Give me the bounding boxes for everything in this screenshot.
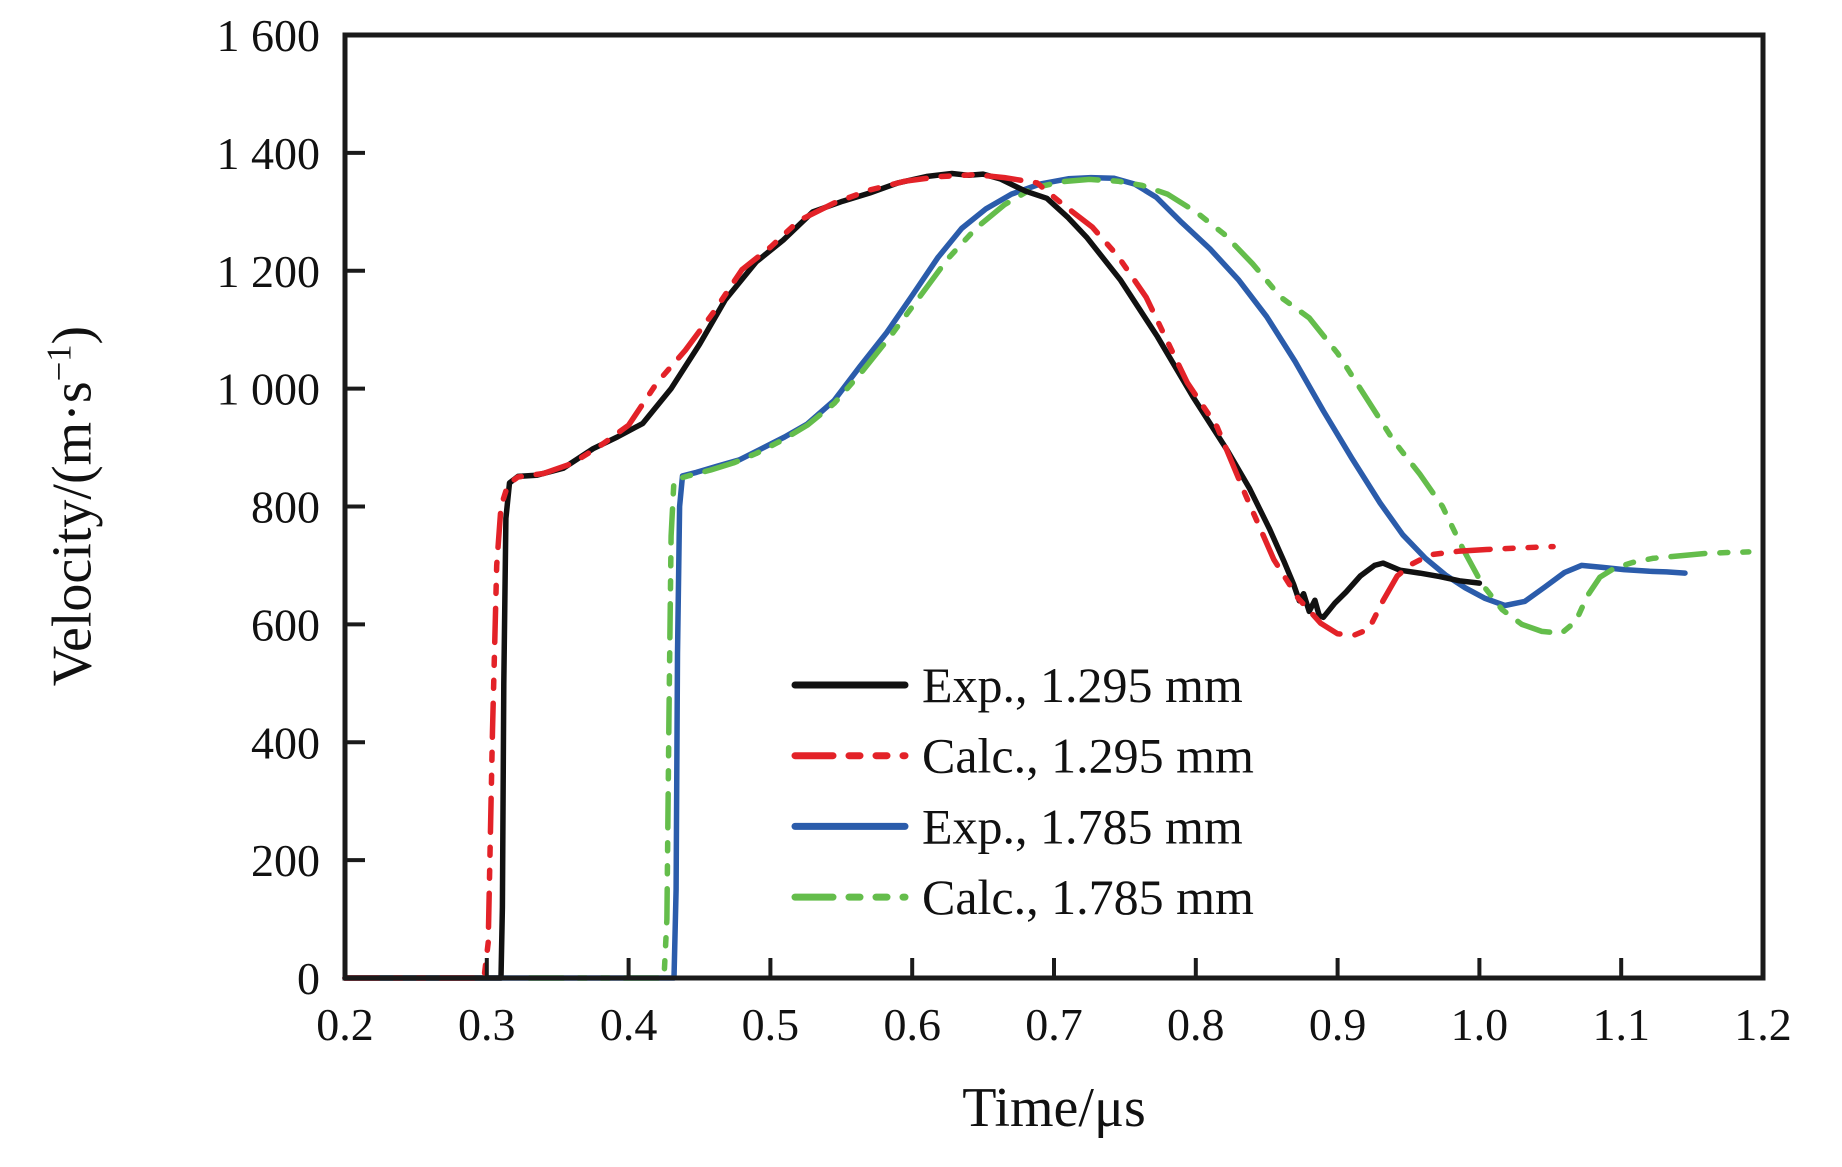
x-tick-label: 1.0 [1451,999,1509,1050]
y-tick-label: 1 200 [217,246,321,297]
y-tick-label: 1 000 [217,364,321,415]
y-tick-label: 400 [251,717,320,768]
y-tick-label: 200 [251,835,320,886]
y-axis-title-close: ) [41,325,104,345]
y-tick-label: 600 [251,599,320,650]
x-tick-label: 0.5 [742,999,800,1050]
x-tick-label: 1.1 [1592,999,1650,1050]
x-tick-label: 0.2 [316,999,374,1050]
x-tick-label: 0.7 [1025,999,1083,1050]
legend-item-label: Exp., 1.785 mm [922,798,1243,854]
x-tick-label: 0.9 [1309,999,1367,1050]
series-line-exp-1-785-mm [342,174,1688,981]
y-tick-label: 1 600 [217,10,321,61]
y-axis-title-superscript: −1 [39,344,79,382]
y-tick-label: 1 400 [217,128,321,179]
y-axis-title-main: Velocity/(m·s [41,381,104,687]
x-tick-label: 0.4 [600,999,658,1050]
series-line-calc-1-785-mm [526,176,1752,981]
x-axis-title: Time/μs [962,1077,1146,1139]
x-tick-label: 0.3 [458,999,516,1050]
series-line-calc-1-295-mm [342,171,1556,981]
legend-item-label: Exp., 1.295 mm [922,657,1243,713]
legend-item-label: Calc., 1.295 mm [922,728,1254,784]
y-tick-label: 0 [297,953,320,1004]
y-axis-title: Velocity/(m·s−1) [40,326,105,686]
x-tick-label: 0.8 [1167,999,1225,1050]
x-tick-label: 1.2 [1734,999,1792,1050]
x-tick-label: 0.6 [883,999,941,1050]
y-tick-label: 800 [251,482,320,533]
legend-item-label: Calc., 1.785 mm [922,869,1254,925]
